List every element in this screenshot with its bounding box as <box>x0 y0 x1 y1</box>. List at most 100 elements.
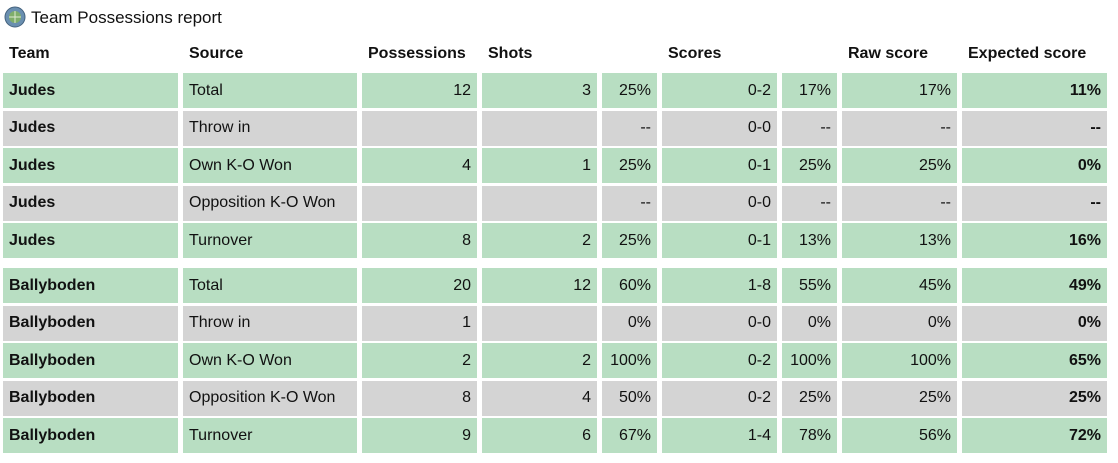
table-cell: -- <box>602 110 657 146</box>
table-cell: 45% <box>842 268 957 303</box>
table-cell: -- <box>962 185 1107 221</box>
table-cell: -- <box>602 185 657 221</box>
table-cell: 11% <box>962 73 1107 108</box>
table-cell: 0-0 <box>662 305 777 341</box>
table-cell <box>482 305 597 341</box>
table-cell: Own K-O Won <box>183 343 357 379</box>
table-cell: 3 <box>482 73 597 108</box>
table-cell: 2 <box>362 343 477 379</box>
table-cell: 0% <box>602 305 657 341</box>
table-cell: Judes <box>3 110 178 146</box>
table-cell: 0% <box>962 148 1107 184</box>
table-cell: Judes <box>3 223 178 259</box>
table-cell: -- <box>962 110 1107 146</box>
table-cell: 0-2 <box>662 73 777 108</box>
table-cell: 12 <box>362 73 477 108</box>
table-cell: -- <box>782 185 837 221</box>
table-cell: Ballyboden <box>3 305 178 341</box>
table-cell: Opposition K-O Won <box>183 380 357 416</box>
table-cell: Turnover <box>183 223 357 259</box>
table-cell: 2 <box>482 223 597 259</box>
column-header: Scores <box>668 45 722 62</box>
table-cell: 0-0 <box>662 110 777 146</box>
table-cell: Turnover <box>183 418 357 454</box>
table-cell: 0% <box>782 305 837 341</box>
table-cell: 0-2 <box>662 380 777 416</box>
table-cell: 72% <box>962 418 1107 454</box>
table-cell: 65% <box>962 343 1107 379</box>
column-header: Expected score <box>968 45 1087 62</box>
report-title: Team Possessions report <box>31 8 222 27</box>
table-cell: 25% <box>782 148 837 184</box>
table-cell: 100% <box>782 343 837 379</box>
table-cell: Throw in <box>183 305 357 341</box>
table-cell: Ballyboden <box>3 343 178 379</box>
table-cell: 4 <box>482 380 597 416</box>
table-cell: -- <box>842 110 957 146</box>
table-cell: 2 <box>482 343 597 379</box>
table-cell: 56% <box>842 418 957 454</box>
table-cell: 0-0 <box>662 185 777 221</box>
table-cell <box>482 110 597 146</box>
column-header: Source <box>189 45 244 62</box>
table-cell: 17% <box>782 73 837 108</box>
table-cell: 25% <box>602 223 657 259</box>
table-cell: 0% <box>962 305 1107 341</box>
table-cell: 100% <box>602 343 657 379</box>
table-cell: Judes <box>3 73 178 108</box>
table-cell: Own K-O Won <box>183 148 357 184</box>
table-cell: 67% <box>602 418 657 454</box>
table-cell: 20 <box>362 268 477 303</box>
table-cell: -- <box>782 110 837 146</box>
table-cell: 78% <box>782 418 837 454</box>
table-cell: 17% <box>842 73 957 108</box>
table-cell: 8 <box>362 223 477 259</box>
column-header: Raw score <box>848 45 929 62</box>
table-cell: 100% <box>842 343 957 379</box>
table-cell: 1 <box>362 305 477 341</box>
table-cell <box>362 110 477 146</box>
table-cell: 4 <box>362 148 477 184</box>
table-cell: 1-4 <box>662 418 777 454</box>
table-cell: 13% <box>782 223 837 259</box>
table-cell: 25% <box>602 148 657 184</box>
table-cell: Judes <box>3 148 178 184</box>
table-cell: Total <box>183 73 357 108</box>
table-cell: 25% <box>842 380 957 416</box>
table-cell: 60% <box>602 268 657 303</box>
table-cell: Throw in <box>183 110 357 146</box>
table-cell: 1-8 <box>662 268 777 303</box>
table-cell: Ballyboden <box>3 268 178 303</box>
report-icon <box>4 6 26 28</box>
table-cell: -- <box>842 185 957 221</box>
table-cell: 13% <box>842 223 957 259</box>
table-cell: 6 <box>482 418 597 454</box>
table-cell: 16% <box>962 223 1107 259</box>
column-header: Shots <box>488 45 533 62</box>
table-cell: Total <box>183 268 357 303</box>
table-cell <box>362 185 477 221</box>
table-cell: 9 <box>362 418 477 454</box>
table-cell: 50% <box>602 380 657 416</box>
table-cell: 0-2 <box>662 343 777 379</box>
table-cell: 25% <box>962 380 1107 416</box>
column-header: Possessions <box>368 45 466 62</box>
table-cell: 0-1 <box>662 148 777 184</box>
table-cell: 25% <box>602 73 657 108</box>
table-cell: Ballyboden <box>3 380 178 416</box>
table-cell: 55% <box>782 268 837 303</box>
table-cell: 12 <box>482 268 597 303</box>
table-cell: Judes <box>3 185 178 221</box>
table-cell: 0-1 <box>662 223 777 259</box>
table-cell: Ballyboden <box>3 418 178 454</box>
table-cell: 8 <box>362 380 477 416</box>
table-cell: 49% <box>962 268 1107 303</box>
table-cell <box>482 185 597 221</box>
table-cell: 0% <box>842 305 957 341</box>
table-cell: 25% <box>782 380 837 416</box>
table-cell: 1 <box>482 148 597 184</box>
table-cell: Opposition K-O Won <box>183 185 357 221</box>
table-cell: 25% <box>842 148 957 184</box>
column-header: Team <box>9 45 50 62</box>
